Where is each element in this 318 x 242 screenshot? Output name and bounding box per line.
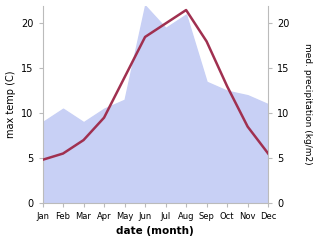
Y-axis label: med. precipitation (kg/m2): med. precipitation (kg/m2) [303,43,313,165]
X-axis label: date (month): date (month) [116,227,194,236]
Y-axis label: max temp (C): max temp (C) [5,70,16,138]
